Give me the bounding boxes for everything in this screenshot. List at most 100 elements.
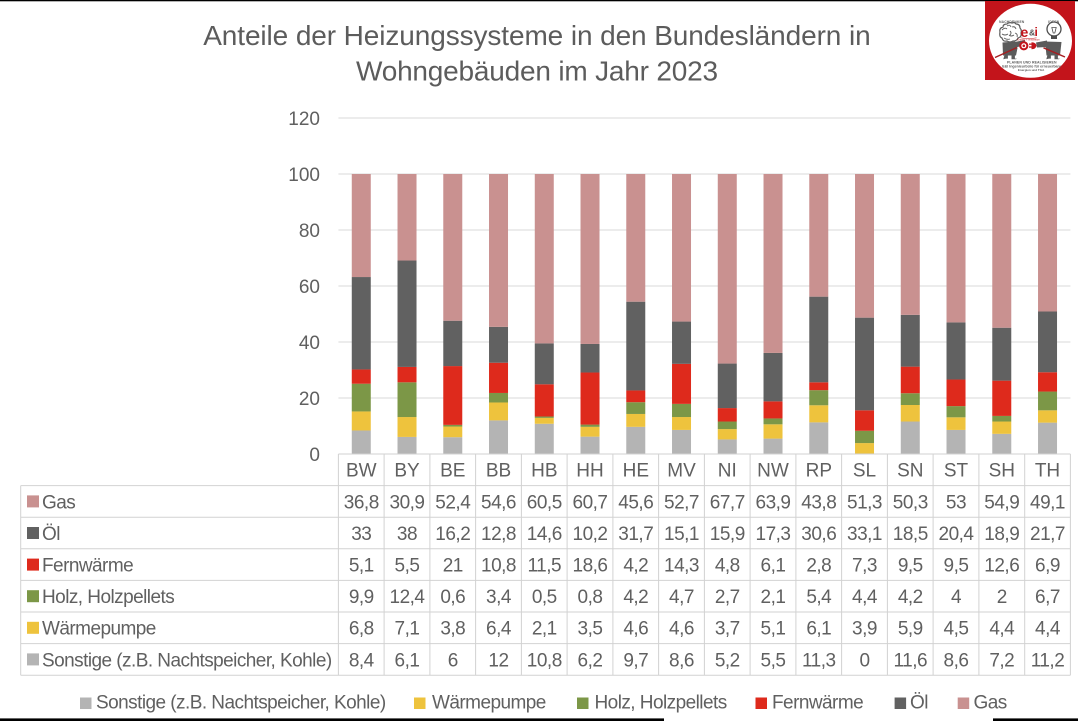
svg-text:67,7: 67,7 <box>710 492 745 513</box>
svg-text:NI: NI <box>718 461 737 482</box>
svg-text:3,9: 3,9 <box>852 619 877 640</box>
svg-text:e: e <box>1020 24 1028 40</box>
svg-text:10,8: 10,8 <box>527 650 562 671</box>
svg-text:7,3: 7,3 <box>852 556 877 577</box>
svg-text:45,6: 45,6 <box>618 492 653 513</box>
svg-text:6: 6 <box>448 650 458 671</box>
svg-text:20,4: 20,4 <box>939 524 975 545</box>
svg-text:Gas: Gas <box>974 693 1007 714</box>
svg-text:60: 60 <box>299 277 320 298</box>
svg-text:5,5: 5,5 <box>761 650 786 671</box>
svg-text:ST: ST <box>944 461 969 482</box>
svg-text:Energien und TGA: Energien und TGA <box>1017 68 1044 72</box>
svg-text:0: 0 <box>859 650 869 671</box>
svg-text:11,2: 11,2 <box>1031 650 1065 671</box>
svg-text:i: i <box>1034 25 1037 39</box>
svg-text:5,9: 5,9 <box>898 619 923 640</box>
svg-text:11,6: 11,6 <box>894 650 928 671</box>
svg-text:31,7: 31,7 <box>618 524 653 545</box>
svg-text:MV: MV <box>667 461 696 482</box>
svg-text:9,7: 9,7 <box>623 650 648 671</box>
svg-text:100: 100 <box>288 165 320 186</box>
svg-text:Fernwärme: Fernwärme <box>772 693 863 714</box>
svg-text:2: 2 <box>997 587 1007 608</box>
svg-text:Anteile der Heizungssysteme in: Anteile der Heizungssysteme in den Bunde… <box>203 20 870 51</box>
svg-text:4,4: 4,4 <box>1035 619 1061 640</box>
svg-text:Wärmepumpe: Wärmepumpe <box>432 693 546 714</box>
svg-text:54,9: 54,9 <box>984 492 1019 513</box>
svg-text:12,8: 12,8 <box>481 524 516 545</box>
svg-text:Gas: Gas <box>42 492 75 513</box>
svg-text:52,4: 52,4 <box>435 492 471 513</box>
svg-text:14,3: 14,3 <box>664 556 699 577</box>
svg-text:54,6: 54,6 <box>481 492 516 513</box>
svg-text:NACHDENKEN: NACHDENKEN <box>999 20 1025 24</box>
svg-text:5,1: 5,1 <box>761 619 786 640</box>
svg-text:4,6: 4,6 <box>669 619 694 640</box>
svg-text:11,5: 11,5 <box>528 556 562 577</box>
svg-text:6,8: 6,8 <box>349 619 374 640</box>
svg-text:3,8: 3,8 <box>440 619 465 640</box>
svg-text:SN: SN <box>897 461 923 482</box>
svg-text:5,2: 5,2 <box>715 650 740 671</box>
svg-text:Fernwärme: Fernwärme <box>42 556 133 577</box>
svg-text:SL: SL <box>853 461 876 482</box>
svg-text:4,2: 4,2 <box>898 587 923 608</box>
svg-text:2,1: 2,1 <box>532 619 557 640</box>
svg-text:3,7: 3,7 <box>715 619 740 640</box>
svg-text:15,9: 15,9 <box>710 524 745 545</box>
svg-text:3,4: 3,4 <box>486 587 512 608</box>
svg-text:&: & <box>1029 27 1035 37</box>
svg-text:33: 33 <box>351 524 371 545</box>
svg-text:5,5: 5,5 <box>395 556 420 577</box>
svg-text:8,6: 8,6 <box>944 650 969 671</box>
svg-text:4,6: 4,6 <box>623 619 648 640</box>
svg-text:5,4: 5,4 <box>806 587 832 608</box>
svg-text:6,1: 6,1 <box>395 650 420 671</box>
svg-text:12,4: 12,4 <box>390 587 426 608</box>
svg-text:Wohngebäuden im Jahr 2023: Wohngebäuden im Jahr 2023 <box>356 56 718 87</box>
svg-text:60,5: 60,5 <box>527 492 562 513</box>
svg-text:7,1: 7,1 <box>395 619 420 640</box>
svg-text:4,7: 4,7 <box>669 587 694 608</box>
svg-text:30,6: 30,6 <box>801 524 836 545</box>
svg-text:HH: HH <box>576 461 603 482</box>
svg-text:12: 12 <box>488 650 508 671</box>
svg-text:6,9: 6,9 <box>1035 556 1060 577</box>
svg-text:6,1: 6,1 <box>806 619 831 640</box>
svg-text:6,2: 6,2 <box>578 650 603 671</box>
svg-text:14,6: 14,6 <box>527 524 562 545</box>
svg-text:11,3: 11,3 <box>802 650 836 671</box>
svg-text:0,8: 0,8 <box>578 587 603 608</box>
svg-text:Öl: Öl <box>42 524 60 545</box>
svg-text:4,2: 4,2 <box>623 587 648 608</box>
svg-text:Holz, Holzpellets: Holz, Holzpellets <box>42 587 174 608</box>
svg-text:8,4: 8,4 <box>349 650 375 671</box>
svg-text:12,6: 12,6 <box>984 556 1019 577</box>
svg-text:RP: RP <box>806 461 832 482</box>
svg-text:SH: SH <box>989 461 1015 482</box>
svg-text:17,3: 17,3 <box>756 524 791 545</box>
svg-text:Holz, Holzpellets: Holz, Holzpellets <box>595 693 727 714</box>
svg-text:33,1: 33,1 <box>847 524 882 545</box>
svg-text:50,3: 50,3 <box>893 492 928 513</box>
svg-text:9,5: 9,5 <box>944 556 969 577</box>
svg-text:120: 120 <box>288 109 320 130</box>
svg-text:36,8: 36,8 <box>344 492 379 513</box>
svg-text:4,4: 4,4 <box>989 619 1015 640</box>
svg-text:Öl: Öl <box>910 693 928 714</box>
svg-text:Sonstige (z.B. Nachtspeicher,: Sonstige (z.B. Nachtspeicher, Kohle) <box>96 693 386 714</box>
svg-text:6,1: 6,1 <box>761 556 786 577</box>
svg-text:49,1: 49,1 <box>1030 492 1065 513</box>
svg-text:60,7: 60,7 <box>573 492 608 513</box>
svg-text:0: 0 <box>309 445 320 466</box>
svg-text:2,7: 2,7 <box>715 587 740 608</box>
svg-text:18,6: 18,6 <box>573 556 608 577</box>
svg-text:51,3: 51,3 <box>847 492 882 513</box>
svg-text:5,1: 5,1 <box>349 556 374 577</box>
svg-text:PLANEN UND REALISIEREN: PLANEN UND REALISIEREN <box>1006 60 1056 64</box>
svg-text:4,4: 4,4 <box>852 587 878 608</box>
svg-text:Sonstige (z.B. Nachtspeicher,: Sonstige (z.B. Nachtspeicher, Kohle) <box>42 650 332 671</box>
svg-text:HE: HE <box>623 461 649 482</box>
svg-text:18,5: 18,5 <box>893 524 928 545</box>
